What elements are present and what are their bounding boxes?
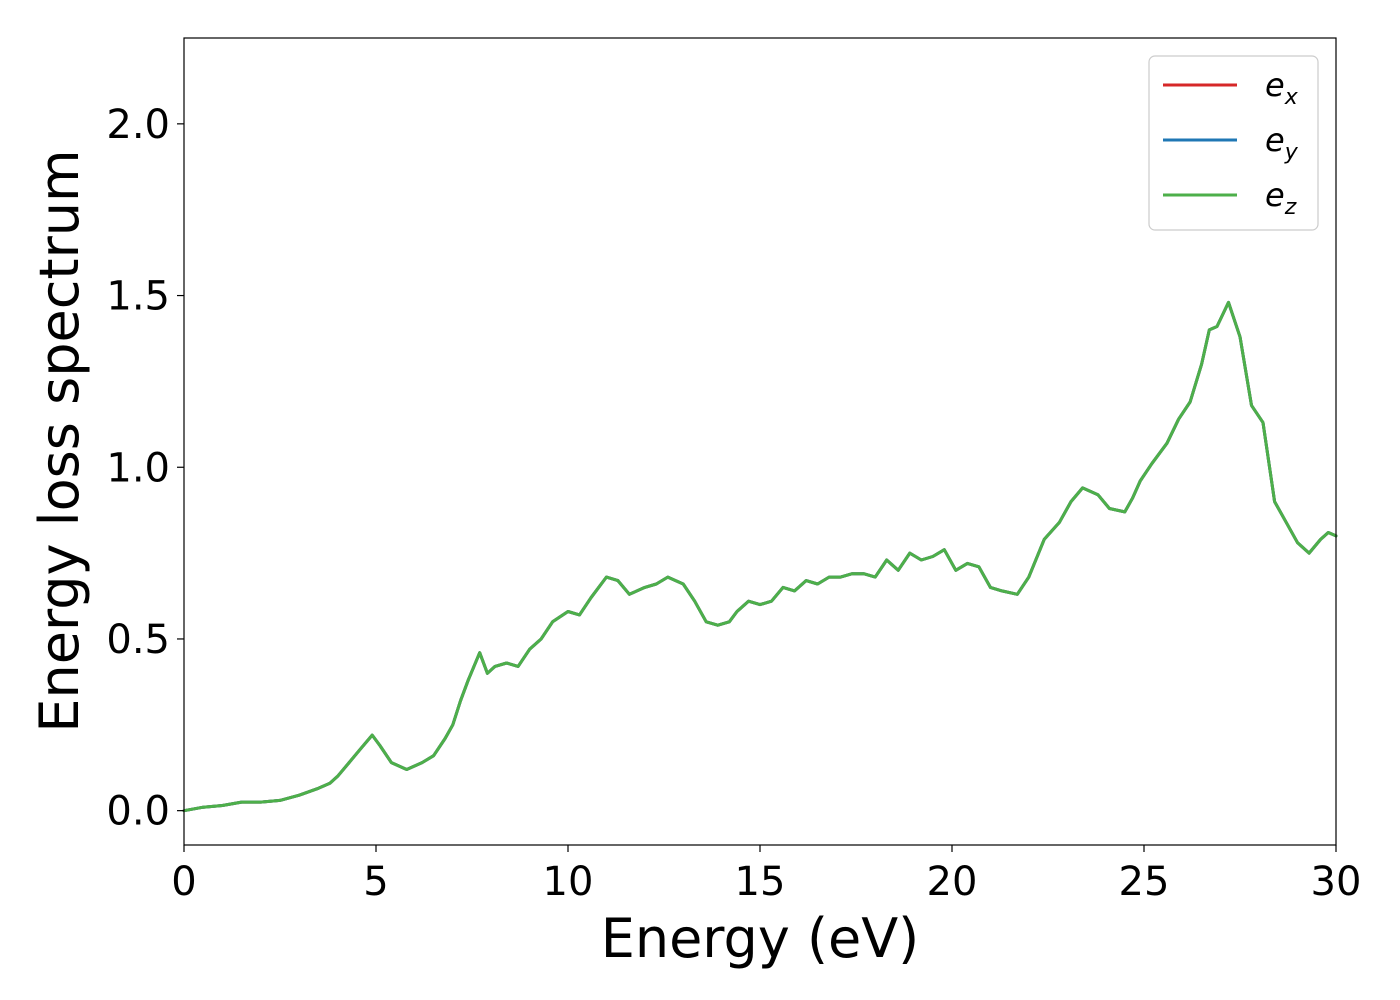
- x-tick-label: 10: [543, 859, 594, 905]
- legend-label-base: e: [1265, 176, 1285, 214]
- x-tick-label: 25: [1119, 859, 1170, 905]
- x-tick-label: 5: [363, 859, 388, 905]
- legend-label-base: e: [1265, 66, 1285, 104]
- y-tick-label: 0.0: [106, 789, 170, 835]
- plot-area: [184, 38, 1336, 845]
- y-tick-label: 1.0: [106, 445, 170, 491]
- legend-label-ex: ex: [1265, 66, 1299, 110]
- x-tick-label: 30: [1311, 859, 1362, 905]
- x-tick-label: 20: [927, 859, 978, 905]
- y-tick-label: 2.0: [106, 102, 170, 148]
- x-tick-label: 0: [171, 859, 196, 905]
- x-axis-ticks: 0 5 10 15 20 25 30: [171, 845, 1361, 905]
- series-line-e-z: [182, 300, 1338, 813]
- legend-label-ez: ez: [1265, 176, 1297, 220]
- legend-box: [1148, 55, 1319, 231]
- legend-label-subscript: x: [1284, 85, 1299, 110]
- legend-label-subscript: z: [1284, 195, 1297, 220]
- legend-label-ey: ey: [1265, 121, 1299, 165]
- y-tick-label: 0.5: [106, 617, 170, 663]
- x-tick-label: 15: [735, 859, 786, 905]
- series-layer: [182, 300, 1338, 813]
- legend-label-base: e: [1265, 121, 1285, 159]
- y-tick-label: 1.5: [106, 274, 170, 320]
- y-axis-ticks: 0.0 0.5 1.0 1.5 2.0: [106, 102, 184, 835]
- x-axis-title: Energy (eV): [601, 907, 920, 970]
- legend-label-subscript: y: [1284, 140, 1299, 165]
- y-axis-title: Energy loss spectrum: [28, 149, 91, 732]
